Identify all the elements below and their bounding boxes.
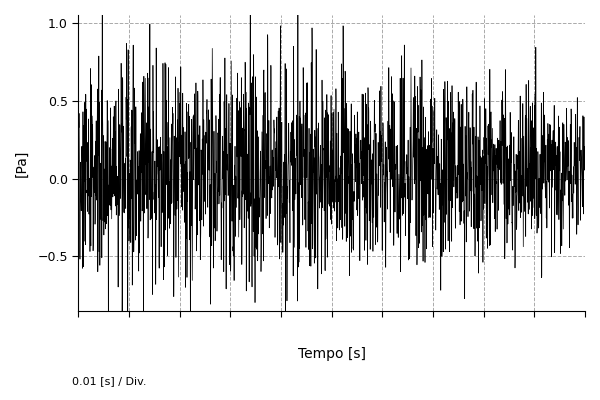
X-axis label: Tempo [s]: Tempo [s] [298, 347, 365, 361]
Y-axis label: [Pa]: [Pa] [15, 149, 29, 177]
Text: 0.01 [s] / Div.: 0.01 [s] / Div. [72, 376, 146, 386]
